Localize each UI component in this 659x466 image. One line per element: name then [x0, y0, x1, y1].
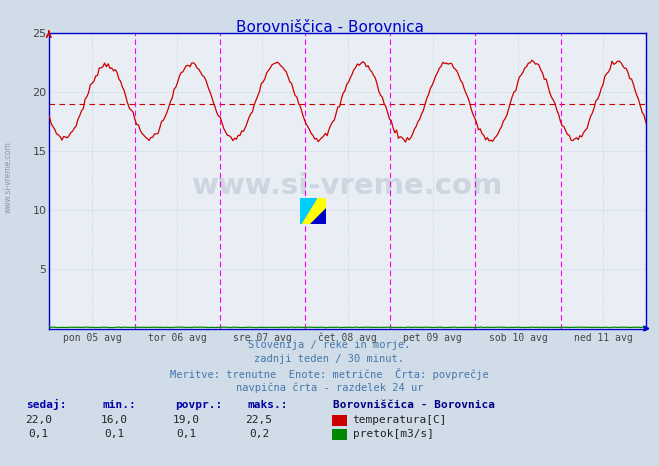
- Text: temperatura[C]: temperatura[C]: [353, 415, 447, 425]
- Text: Slovenija / reke in morje.: Slovenija / reke in morje.: [248, 340, 411, 350]
- Text: min.:: min.:: [102, 400, 136, 410]
- Text: 0,1: 0,1: [104, 429, 124, 439]
- Text: sedaj:: sedaj:: [26, 399, 67, 410]
- Text: www.si-vreme.com: www.si-vreme.com: [192, 172, 503, 200]
- Text: 0,2: 0,2: [249, 429, 269, 439]
- Text: 22,0: 22,0: [25, 415, 51, 425]
- Polygon shape: [310, 208, 326, 224]
- Text: Borovniščica - Borovnica: Borovniščica - Borovnica: [235, 20, 424, 34]
- Text: povpr.:: povpr.:: [175, 400, 222, 410]
- Text: 22,5: 22,5: [246, 415, 272, 425]
- Text: navpična črta - razdelek 24 ur: navpična črta - razdelek 24 ur: [236, 382, 423, 393]
- Polygon shape: [300, 198, 316, 224]
- Text: 19,0: 19,0: [173, 415, 200, 425]
- Text: maks.:: maks.:: [247, 400, 287, 410]
- Text: 0,1: 0,1: [28, 429, 48, 439]
- Text: www.si-vreme.com: www.si-vreme.com: [3, 141, 13, 213]
- Text: pretok[m3/s]: pretok[m3/s]: [353, 429, 434, 439]
- Text: zadnji teden / 30 minut.: zadnji teden / 30 minut.: [254, 354, 405, 364]
- Text: 16,0: 16,0: [101, 415, 127, 425]
- Text: Meritve: trenutne  Enote: metrične  Črta: povprečje: Meritve: trenutne Enote: metrične Črta: …: [170, 368, 489, 380]
- Text: 0,1: 0,1: [177, 429, 196, 439]
- Text: Borovniščica - Borovnica: Borovniščica - Borovnica: [333, 400, 495, 410]
